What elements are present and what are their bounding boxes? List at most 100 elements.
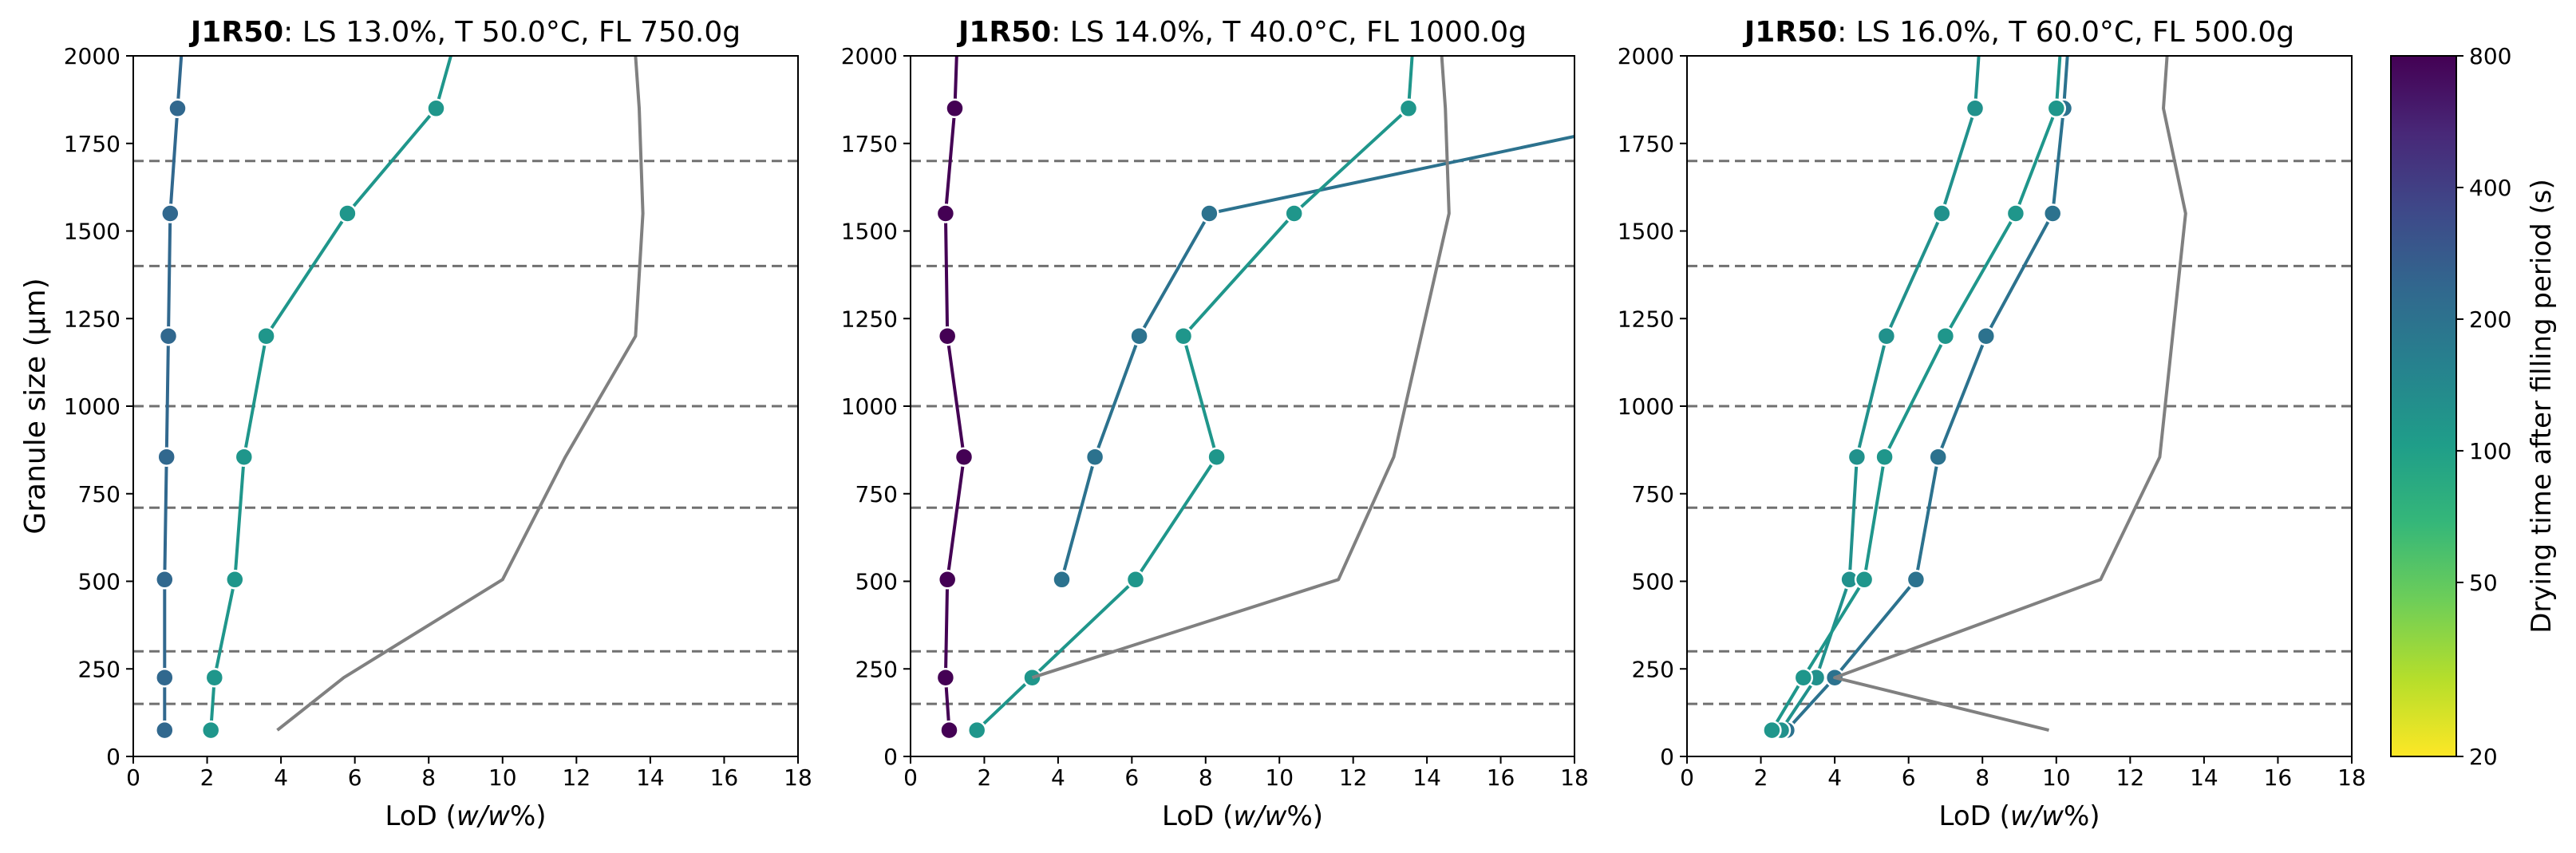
data-point: [155, 667, 175, 688]
y-tick-label: 500: [1632, 569, 1674, 595]
y-tick-label: 1000: [64, 393, 121, 420]
data-point: [158, 326, 179, 346]
data-point: [935, 667, 956, 688]
colorbar-tick-label: 20: [2469, 744, 2498, 770]
y-tick-label: 1000: [841, 393, 898, 420]
data-point: [168, 98, 188, 119]
data-point: [155, 720, 175, 740]
data-point: [937, 570, 958, 590]
data-point: [2042, 203, 2063, 223]
series-line: [1031, 56, 1451, 680]
colorbar-tick-label: 100: [2469, 438, 2511, 464]
data-point: [1284, 203, 1304, 223]
panel-3: J1R50: LS 16.0%, T 60.0°C, FL 500.0g 0 2 4 6…: [1618, 16, 2366, 832]
y-tick-label: 750: [78, 481, 121, 507]
x-tick-label: 18: [1560, 764, 1589, 791]
y-tick-label: 0: [1660, 744, 1674, 770]
panel-title-bold: J1R50: [188, 16, 283, 49]
x-tick-label: 8: [421, 764, 436, 791]
x-tick-label: 6: [348, 764, 362, 791]
y-tick-label: 1500: [1618, 219, 1674, 245]
y-tick-label: 250: [855, 656, 898, 682]
y-tick-label: 1250: [1618, 306, 1674, 332]
data-point: [2046, 98, 2067, 119]
panel-title-rest: : LS 13.0%, T 50.0°C, FL 750.0g: [283, 16, 741, 49]
data-point: [225, 570, 245, 590]
y-tick-label: 2000: [1618, 43, 1674, 69]
data-point: [1085, 447, 1105, 467]
series-group: [935, 56, 1574, 740]
x-tick-label: 0: [1680, 764, 1694, 791]
x-tick-label: 0: [126, 764, 140, 791]
data-point: [1793, 667, 1814, 688]
x-tick-label: 2: [978, 764, 992, 791]
data-point: [1854, 570, 1875, 590]
series-line: [943, 56, 966, 731]
x-tick-label: 12: [1339, 764, 1368, 791]
data-point: [954, 447, 974, 467]
x-tick-label: 6: [1902, 764, 1916, 791]
y-tick-label: 750: [855, 481, 898, 507]
x-axis-label: LoD (w/w%): [1162, 800, 1323, 832]
y-tick-label: 1250: [841, 306, 898, 332]
x-tick-label: 10: [2042, 764, 2071, 791]
series-group: [1762, 56, 2187, 740]
data-point: [1847, 447, 1867, 467]
panel-2: J1R50: LS 14.0%, T 40.0°C, FL 1000.0g 0 2 4…: [841, 16, 1589, 832]
colorbar-tick-label: 200: [2469, 306, 2511, 333]
x-tick-label: 2: [1754, 764, 1768, 791]
y-tick-label: 2000: [841, 43, 898, 69]
x-tick-label: 8: [1975, 764, 1989, 791]
colorbar-tick-label: 400: [2469, 175, 2511, 201]
y-tick-label: 250: [78, 656, 121, 682]
series-line: [1780, 56, 1981, 732]
panel-title-bold: J1R50: [956, 16, 1051, 49]
y-tick-label: 1500: [64, 219, 121, 245]
data-point: [1762, 720, 1782, 740]
y-tick-label: 1750: [841, 131, 898, 157]
x-tick-label: 14: [1412, 764, 1441, 791]
x-tick-label: 8: [1199, 764, 1213, 791]
data-point: [1052, 570, 1072, 590]
data-point: [200, 720, 221, 740]
series-line: [209, 56, 452, 731]
y-tick-label: 1000: [1618, 393, 1674, 420]
colorbar: 20 50 100 200 400 800 Drying time after fillin…: [2390, 43, 2558, 770]
y-tick-label: 0: [883, 744, 898, 770]
x-tick-label: 18: [784, 764, 812, 791]
colorbar-tick-label: 50: [2469, 570, 2498, 596]
data-point: [1906, 570, 1926, 590]
data-point: [1875, 447, 1894, 467]
series-line: [1833, 56, 2187, 733]
x-tick-label: 10: [1265, 764, 1294, 791]
x-tick-label: 16: [710, 764, 739, 791]
data-point: [1965, 98, 1985, 119]
colorbar-gradient: [2390, 55, 2457, 757]
series-line: [1770, 56, 2062, 732]
data-point: [156, 447, 176, 467]
panel-title-rest: : LS 14.0%, T 40.0°C, FL 1000.0g: [1051, 16, 1527, 49]
data-point: [1932, 203, 1952, 223]
data-point: [939, 720, 959, 740]
y-tick-label: 250: [1632, 656, 1674, 682]
data-point: [1129, 326, 1149, 346]
x-tick-label: 2: [200, 764, 215, 791]
colorbar-tick-label: 800: [2469, 43, 2511, 69]
x-tick-label: 16: [2264, 764, 2293, 791]
series-line: [1060, 212, 1211, 580]
data-point: [945, 98, 965, 119]
panel-1: J1R50: LS 13.0%, T 50.0°C, FL 750.0g 0 2 4 6…: [64, 16, 812, 832]
series-line: [163, 56, 184, 731]
series-extension-line: [1208, 135, 1574, 215]
data-point: [338, 203, 358, 223]
panel-title: J1R50: LS 13.0%, T 50.0°C, FL 750.0g: [188, 16, 741, 49]
x-tick-label: 0: [903, 764, 918, 791]
panel-title: J1R50: LS 14.0%, T 40.0°C, FL 1000.0g: [956, 16, 1527, 49]
y-axis-label: Granule size (μm): [19, 278, 52, 534]
panel-title-bold: J1R50: [1742, 16, 1837, 49]
data-point: [426, 98, 446, 119]
x-tick-label: 14: [2190, 764, 2218, 791]
data-point: [1173, 326, 1194, 346]
series-line: [1785, 56, 2069, 732]
